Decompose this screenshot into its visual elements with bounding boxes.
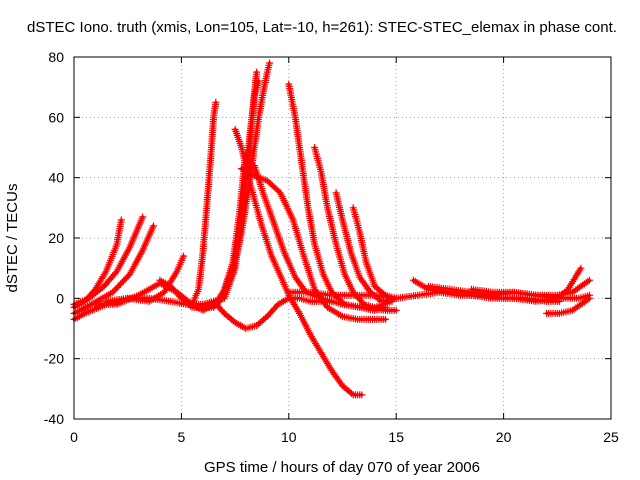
series-markers xyxy=(311,144,396,311)
series-markers xyxy=(210,294,336,332)
x-tick-label: 25 xyxy=(603,429,619,445)
y-tick-label: -20 xyxy=(44,351,64,367)
chart-title: dSTEC Iono. truth (xmis, Lon=105, Lat=-1… xyxy=(27,19,617,36)
x-tick-label: 5 xyxy=(178,429,186,445)
x-tick-label: 15 xyxy=(388,429,404,445)
series-markers xyxy=(467,285,593,302)
series-arc-8 xyxy=(188,98,220,308)
series-arc-23 xyxy=(543,294,593,317)
x-axis-label: GPS time / hours of day 070 of year 2006 xyxy=(204,459,480,476)
x-tick-labels: 0 5 10 15 20 25 xyxy=(70,429,619,445)
y-tick-labels: -40 -20 0 20 40 60 80 xyxy=(44,49,64,427)
series-markers xyxy=(231,125,366,399)
series-arc-11 xyxy=(231,125,366,399)
series-arc-10 xyxy=(199,68,261,308)
y-tick-label: 40 xyxy=(48,170,64,186)
x-tick-label: 0 xyxy=(70,429,78,445)
grid-lines xyxy=(74,57,611,419)
series-markers xyxy=(543,294,593,317)
series-arc-16 xyxy=(311,144,396,311)
y-tick-label: 0 xyxy=(56,290,64,306)
series-arc-18 xyxy=(349,204,400,302)
series-markers xyxy=(188,98,220,308)
data-series xyxy=(70,59,593,399)
y-axis-label: dSTEC / TECUs xyxy=(4,184,21,293)
series-arc-22 xyxy=(467,285,593,302)
series-markers xyxy=(349,204,400,302)
x-tick-label: 20 xyxy=(496,429,512,445)
series-arc-14 xyxy=(210,294,336,332)
y-tick-label: 20 xyxy=(48,230,64,246)
series-markers xyxy=(199,68,261,308)
series-arc-2 xyxy=(70,213,147,308)
y-tick-label: 60 xyxy=(48,109,64,125)
y-tick-label: -40 xyxy=(44,411,64,427)
plot-frame xyxy=(73,56,612,420)
x-tick-label: 10 xyxy=(281,429,297,445)
y-tick-label: 80 xyxy=(48,49,64,65)
